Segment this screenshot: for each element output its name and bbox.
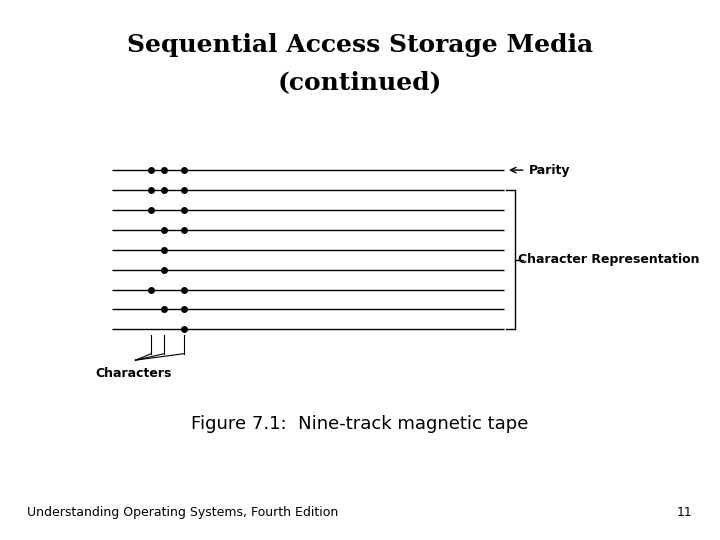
Text: (continued): (continued) xyxy=(278,71,442,94)
Text: Parity: Parity xyxy=(529,164,571,177)
Text: Understanding Operating Systems, Fourth Edition: Understanding Operating Systems, Fourth … xyxy=(27,507,338,519)
Text: Figure 7.1:  Nine-track magnetic tape: Figure 7.1: Nine-track magnetic tape xyxy=(192,415,528,433)
Text: 11: 11 xyxy=(677,507,693,519)
Text: Character Representation: Character Representation xyxy=(518,253,700,266)
Text: Characters: Characters xyxy=(96,367,172,380)
Text: Sequential Access Storage Media: Sequential Access Storage Media xyxy=(127,33,593,57)
